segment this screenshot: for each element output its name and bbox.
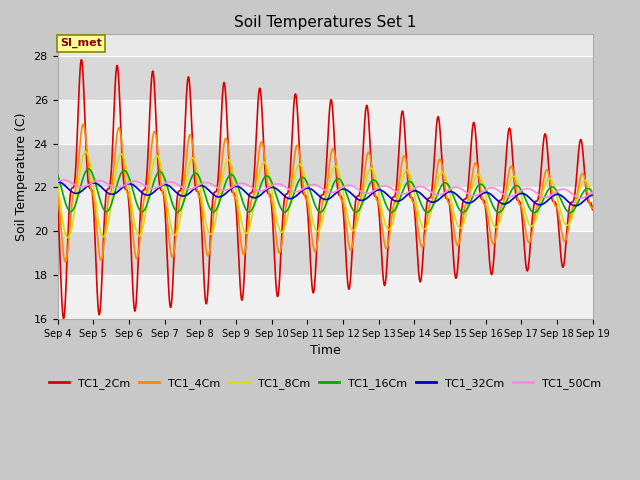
TC1_16Cm bbox=[589, 190, 596, 195]
TC1_16Cm bbox=[54, 172, 61, 178]
TC1_8Cm bbox=[481, 188, 488, 194]
Line: TC1_8Cm: TC1_8Cm bbox=[58, 152, 593, 238]
Bar bbox=[58, 231, 593, 275]
TC1_50Cm bbox=[481, 188, 488, 193]
TC1_50Cm bbox=[541, 194, 549, 200]
TC1_8Cm bbox=[64, 235, 72, 240]
Line: TC1_32Cm: TC1_32Cm bbox=[58, 182, 593, 206]
TC1_2Cm bbox=[353, 195, 360, 201]
TC1_4Cm bbox=[341, 209, 349, 215]
TC1_2Cm bbox=[557, 249, 564, 255]
TC1_8Cm bbox=[204, 225, 211, 231]
TC1_2Cm bbox=[589, 207, 596, 213]
TC1_50Cm bbox=[589, 189, 596, 195]
TC1_4Cm bbox=[204, 252, 211, 257]
TC1_50Cm bbox=[577, 195, 585, 201]
TC1_8Cm bbox=[353, 223, 360, 228]
TC1_8Cm bbox=[542, 180, 550, 186]
TC1_4Cm bbox=[54, 192, 61, 197]
TC1_32Cm bbox=[352, 195, 360, 201]
TC1_32Cm bbox=[557, 192, 564, 198]
TC1_50Cm bbox=[60, 177, 67, 183]
TC1_4Cm bbox=[353, 212, 360, 218]
TC1_32Cm bbox=[54, 179, 62, 185]
TC1_32Cm bbox=[589, 192, 596, 198]
TC1_16Cm bbox=[566, 210, 574, 216]
TC1_4Cm bbox=[79, 121, 87, 127]
TC1_16Cm bbox=[481, 184, 488, 190]
TC1_32Cm bbox=[340, 186, 348, 192]
TC1_2Cm bbox=[60, 315, 67, 321]
Bar bbox=[58, 188, 593, 231]
TC1_8Cm bbox=[589, 194, 596, 200]
TC1_4Cm bbox=[61, 259, 69, 264]
Bar bbox=[58, 144, 593, 188]
TC1_50Cm bbox=[203, 180, 211, 185]
TC1_2Cm bbox=[542, 132, 550, 138]
TC1_2Cm bbox=[54, 199, 61, 205]
TC1_4Cm bbox=[481, 201, 488, 207]
TC1_16Cm bbox=[557, 195, 564, 201]
TC1_4Cm bbox=[542, 168, 550, 174]
TC1_32Cm bbox=[572, 203, 579, 209]
TC1_2Cm bbox=[77, 57, 85, 62]
TC1_32Cm bbox=[203, 186, 211, 192]
Bar bbox=[58, 100, 593, 144]
Text: SI_met: SI_met bbox=[60, 38, 102, 48]
TC1_2Cm bbox=[341, 231, 349, 237]
Bar bbox=[58, 275, 593, 319]
TC1_16Cm bbox=[352, 209, 360, 215]
X-axis label: Time: Time bbox=[310, 344, 340, 357]
Legend: TC1_2Cm, TC1_4Cm, TC1_8Cm, TC1_16Cm, TC1_32Cm, TC1_50Cm: TC1_2Cm, TC1_4Cm, TC1_8Cm, TC1_16Cm, TC1… bbox=[45, 373, 605, 393]
TC1_4Cm bbox=[557, 223, 564, 228]
Line: TC1_4Cm: TC1_4Cm bbox=[58, 124, 593, 262]
Line: TC1_2Cm: TC1_2Cm bbox=[58, 60, 593, 318]
TC1_50Cm bbox=[352, 185, 360, 191]
TC1_50Cm bbox=[54, 179, 61, 184]
Title: Soil Temperatures Set 1: Soil Temperatures Set 1 bbox=[234, 15, 416, 30]
TC1_4Cm bbox=[589, 205, 596, 211]
TC1_32Cm bbox=[481, 190, 488, 196]
Line: TC1_50Cm: TC1_50Cm bbox=[58, 180, 593, 198]
TC1_16Cm bbox=[541, 192, 549, 198]
TC1_8Cm bbox=[341, 198, 349, 204]
TC1_2Cm bbox=[481, 200, 488, 206]
TC1_16Cm bbox=[84, 166, 92, 172]
TC1_32Cm bbox=[541, 200, 549, 205]
Line: TC1_16Cm: TC1_16Cm bbox=[58, 169, 593, 213]
TC1_32Cm bbox=[54, 179, 61, 185]
TC1_16Cm bbox=[340, 185, 348, 191]
TC1_8Cm bbox=[557, 208, 564, 214]
TC1_8Cm bbox=[54, 180, 61, 186]
Bar bbox=[58, 56, 593, 100]
Y-axis label: Soil Temperature (C): Soil Temperature (C) bbox=[15, 112, 28, 241]
TC1_8Cm bbox=[82, 149, 90, 155]
TC1_50Cm bbox=[557, 187, 564, 192]
TC1_2Cm bbox=[204, 296, 211, 302]
TC1_50Cm bbox=[340, 183, 348, 189]
TC1_16Cm bbox=[203, 198, 211, 204]
